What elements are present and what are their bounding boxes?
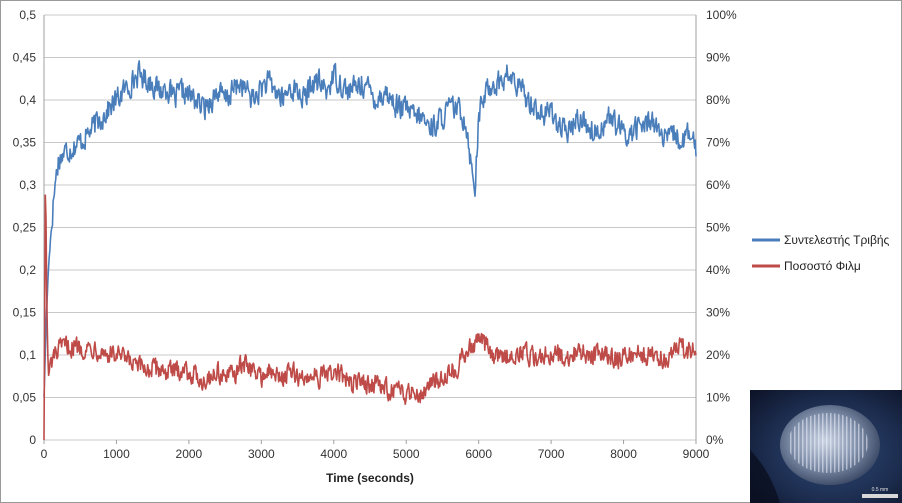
x-tick-label: 6000 — [465, 447, 492, 461]
y-right-tick-label: 0% — [706, 433, 724, 447]
x-tick-label: 2000 — [176, 447, 203, 461]
x-tick-label: 1000 — [103, 447, 130, 461]
y-left-tick-label: 0,25 — [13, 221, 37, 235]
scale-label: 0.5 mm — [872, 487, 889, 493]
series-layer — [43, 60, 697, 441]
y-left-tick-label: 0 — [29, 433, 36, 447]
y-right-tick-label: 70% — [706, 136, 730, 150]
y-left-tick-label: 0,35 — [13, 136, 37, 150]
x-tick-label: 8000 — [610, 447, 637, 461]
legend: Συντελεστής Τριβής Ποσοστό Φιλμ — [752, 233, 890, 273]
x-axis-title: Time (seconds) — [326, 471, 414, 485]
x-tick-label: 4000 — [320, 447, 347, 461]
y-right-tick-label: 100% — [706, 8, 737, 22]
x-axis-ticks: 0 1000 2000 3000 4000 5000 6000 7000 8000 9000 — [41, 440, 710, 461]
y-right-tick-label: 10% — [706, 391, 730, 405]
x-tick-label: 5000 — [393, 447, 420, 461]
legend-label: Συντελεστής Τριβής — [784, 233, 890, 247]
y-left-tick-label: 0,3 — [19, 178, 36, 192]
scale-bar — [862, 494, 898, 498]
gridlines — [43, 14, 697, 441]
y-right-tick-label: 80% — [706, 93, 730, 107]
y-left-tick-label: 0,05 — [13, 391, 37, 405]
x-tick-label: 0 — [41, 447, 48, 461]
microscope-photo: 0.5 mm — [750, 390, 902, 503]
y-right-tick-label: 30% — [706, 306, 730, 320]
y-left-tick-label: 0,1 — [19, 348, 36, 362]
series-line-0 — [43, 60, 697, 398]
y-left-tick-label: 0,4 — [19, 93, 36, 107]
y-right-tick-label: 60% — [706, 178, 730, 192]
y-left-tick-label: 0,15 — [13, 306, 37, 320]
series-line-1 — [43, 194, 697, 441]
y-right-tick-label: 40% — [706, 263, 730, 277]
x-tick-label: 3000 — [248, 447, 275, 461]
right-axis-ticks: 0% 10% 20% 30% 40% 50% 60% 70% 80% 90% 100% — [706, 8, 737, 447]
y-right-tick-label: 20% — [706, 348, 730, 362]
y-left-tick-label: 0,5 — [19, 8, 36, 22]
y-right-tick-label: 90% — [706, 51, 730, 65]
y-left-tick-label: 0,45 — [13, 51, 37, 65]
x-tick-label: 9000 — [683, 447, 710, 461]
y-left-tick-label: 0,2 — [19, 263, 36, 277]
x-tick-label: 7000 — [538, 447, 565, 461]
left-axis-ticks: 0 0,05 0,1 0,15 0,2 0,25 0,3 0,35 0,4 0,45 0,5 — [13, 8, 37, 447]
legend-label: Ποσοστό Φιλμ — [784, 259, 861, 273]
y-right-tick-label: 50% — [706, 221, 730, 235]
